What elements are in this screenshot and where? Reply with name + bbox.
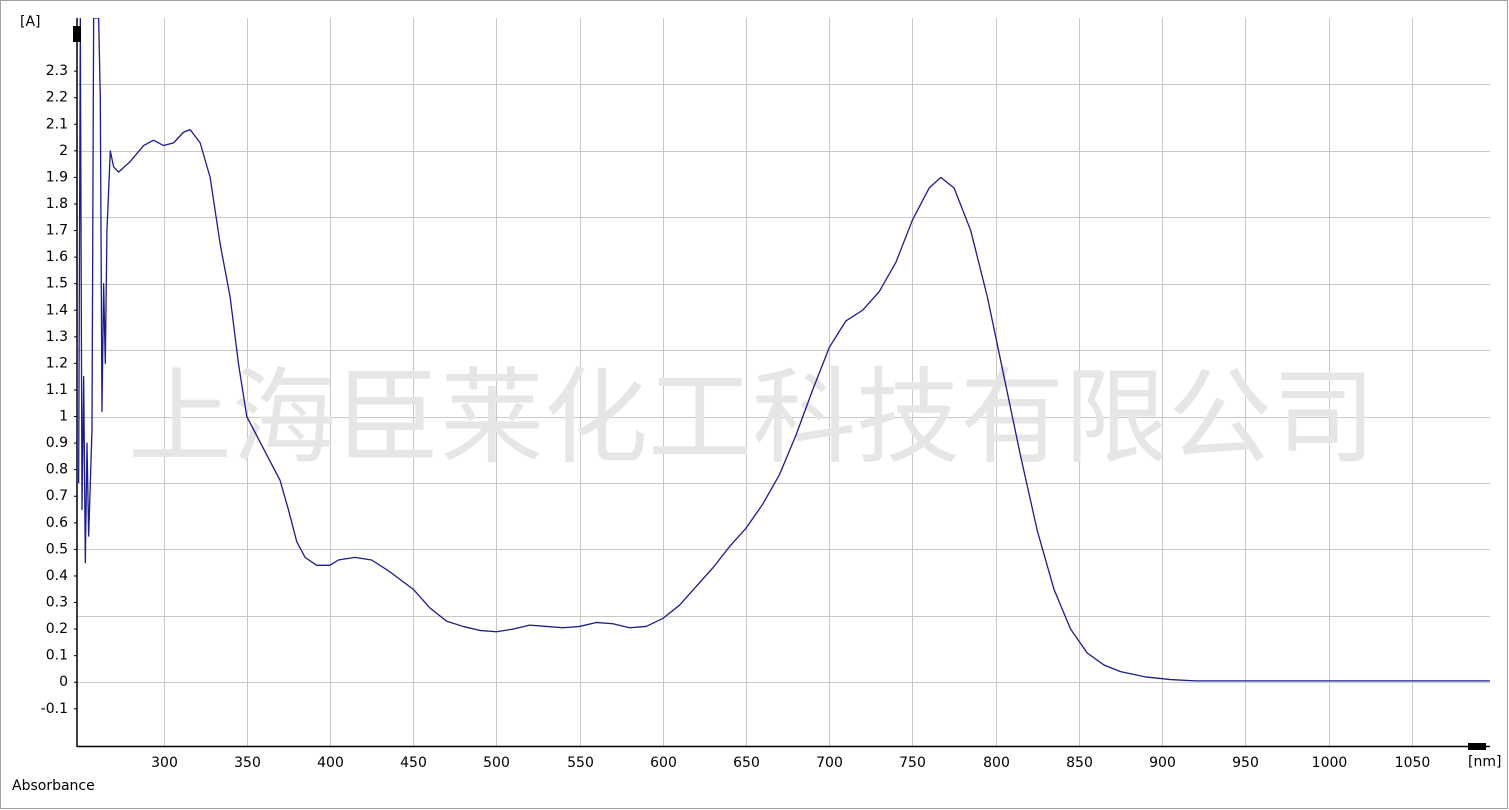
x-tick-label: 850	[1066, 755, 1093, 771]
y-unit: [A]	[20, 14, 41, 30]
y-tick-label: 1.3	[46, 329, 68, 345]
y-tick-label: 1.8	[46, 196, 68, 212]
grid	[77, 18, 1490, 746]
y-tick-label: 2	[59, 143, 68, 159]
y-tick-label: 0.1	[46, 648, 68, 664]
x-tick-label: 600	[650, 755, 677, 771]
spectrum-line	[78, 18, 1490, 682]
x-tick-label: 700	[816, 755, 843, 771]
x-tick-label: 950	[1232, 755, 1259, 771]
watermark: 上海臣莱化工科技有限公司	[128, 356, 1376, 478]
y-tick-label: -0.1	[41, 701, 68, 717]
x-unit: [nm]	[1468, 754, 1501, 770]
x-tick-label: 400	[317, 755, 344, 771]
y-tick-label: 2.1	[46, 116, 68, 132]
y-tick-label: 0	[59, 674, 68, 690]
x-tick-label: 500	[483, 755, 510, 771]
y-tick-label: 2.3	[46, 63, 68, 79]
x-axis-arrow	[1468, 743, 1486, 750]
y-tick-label: 1.2	[46, 355, 68, 371]
y-tick-label: 1	[59, 409, 68, 425]
y-tick-label: 1.6	[46, 249, 68, 265]
x-tick-label: 750	[899, 755, 926, 771]
x-tick-label: 1000	[1312, 755, 1348, 771]
y-tick-label: 0.2	[46, 621, 68, 637]
x-tick-label: 450	[400, 755, 427, 771]
x-tick-label: 900	[1149, 755, 1176, 771]
y-tick-label: 0.4	[46, 568, 68, 584]
x-tick-label: 350	[234, 755, 261, 771]
plot	[78, 18, 1490, 682]
y-axis-label: Absorbance	[12, 778, 95, 794]
x-tick-label: 800	[983, 755, 1010, 771]
y-tick-label: 0.8	[46, 462, 68, 478]
y-tick-label: 0.5	[46, 541, 68, 557]
y-tick-label: 1.4	[46, 302, 68, 318]
y-tick-label: 0.3	[46, 595, 68, 611]
x-tick-label: 550	[567, 755, 594, 771]
y-tick-label: 1.9	[46, 169, 68, 185]
y-tick-label: 0.7	[46, 488, 68, 504]
y-tick-label: 0.9	[46, 435, 68, 451]
y-tick-label: 0.6	[46, 515, 68, 531]
x-tick-label: 1050	[1395, 755, 1431, 771]
x-tick-label: 300	[151, 755, 178, 771]
y-axis-arrow	[73, 26, 81, 42]
y-tick-label: 2.2	[46, 90, 68, 106]
y-tick-label: 1.1	[46, 382, 68, 398]
y-tick-label: 1.7	[46, 223, 68, 239]
y-tick-label: 1.5	[46, 276, 68, 292]
x-tick-label: 650	[733, 755, 760, 771]
